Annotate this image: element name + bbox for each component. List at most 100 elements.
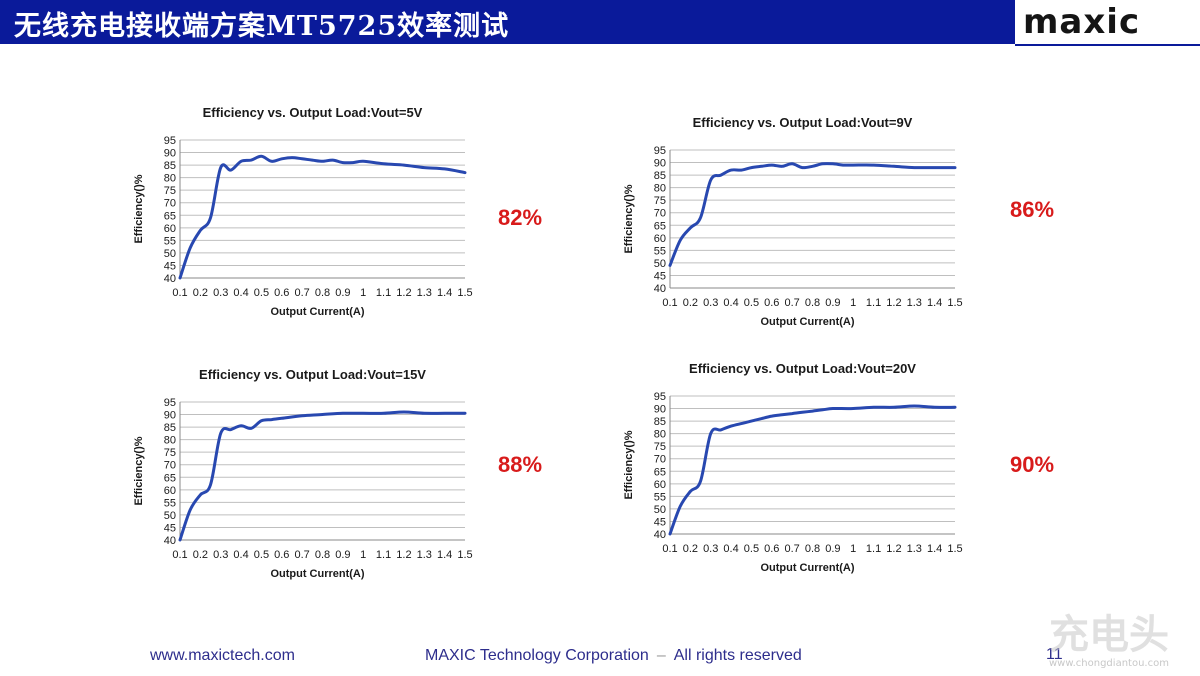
y-tick-label: 80 xyxy=(164,173,176,185)
footer-rights: All rights reserved xyxy=(673,647,802,664)
y-tick-label: 55 xyxy=(164,235,176,247)
x-tick-label: 1.3 xyxy=(417,287,432,299)
footer-website: www.maxictech.com xyxy=(150,647,295,664)
y-tick-label: 40 xyxy=(164,535,176,547)
x-tick-label: 0.2 xyxy=(193,287,208,299)
y-tick-label: 40 xyxy=(654,529,666,541)
x-tick-label: 0.4 xyxy=(723,297,738,309)
x-tick-label: 1.1 xyxy=(376,287,391,299)
chart-vout-20v: Efficiency vs. Output Load:Vout=20V40455… xyxy=(623,361,963,574)
y-tick-label: 70 xyxy=(654,208,666,220)
y-tick-label: 95 xyxy=(164,397,176,409)
y-tick-label: 45 xyxy=(654,516,666,528)
y-tick-label: 90 xyxy=(654,404,666,416)
y-tick-label: 45 xyxy=(164,260,176,272)
chart-title: Efficiency vs. Output Load:Vout=9V xyxy=(693,115,913,130)
y-tick-label: 90 xyxy=(164,410,176,422)
maxic-logo: maxic xyxy=(1015,0,1200,46)
x-axis-label: Output Current(A) xyxy=(270,568,364,580)
x-tick-label: 1.3 xyxy=(907,297,922,309)
y-tick-label: 80 xyxy=(654,183,666,195)
y-tick-label: 75 xyxy=(164,185,176,197)
chart-vout-5v: Efficiency vs. Output Load:Vout=5V 404550… xyxy=(133,105,473,318)
efficiency-summary-15v: 88% xyxy=(498,452,543,477)
x-tick-label: 0.9 xyxy=(335,287,350,299)
x-tick-label: 0.7 xyxy=(294,549,309,561)
x-tick-label: 1.3 xyxy=(417,549,432,561)
y-tick-label: 80 xyxy=(654,429,666,441)
y-tick-label: 40 xyxy=(654,283,666,295)
x-tick-label: 0.4 xyxy=(233,287,248,299)
x-tick-label: 1.3 xyxy=(907,543,922,555)
x-tick-label: 0.8 xyxy=(805,543,820,555)
x-tick-label: 1.4 xyxy=(927,297,942,309)
y-tick-label: 90 xyxy=(164,148,176,160)
x-tick-label: 0.5 xyxy=(254,287,269,299)
x-tick-label: 0.6 xyxy=(764,543,779,555)
y-tick-label: 60 xyxy=(164,485,176,497)
efficiency-series-line xyxy=(178,410,467,542)
y-tick-label: 60 xyxy=(164,223,176,235)
x-tick-label: 1 xyxy=(360,549,366,561)
x-tick-label: 0.1 xyxy=(172,549,187,561)
y-tick-label: 95 xyxy=(654,145,666,157)
x-tick-label: 0.3 xyxy=(213,287,228,299)
x-tick-label: 1 xyxy=(360,287,366,299)
y-tick-label: 65 xyxy=(654,466,666,478)
y-axis-label: Efficiency()% xyxy=(623,184,635,253)
y-tick-label: 95 xyxy=(654,391,666,403)
y-tick-label: 95 xyxy=(164,135,176,147)
y-tick-label: 65 xyxy=(654,220,666,232)
chart-vout-15v: Efficiency vs. Output Load:Vout=15V 40455… xyxy=(133,367,473,580)
x-axis-label: Output Current(A) xyxy=(270,306,364,318)
y-tick-label: 50 xyxy=(164,510,176,522)
x-tick-label: 1.2 xyxy=(396,287,411,299)
x-tick-label: 1.4 xyxy=(927,543,942,555)
y-tick-label: 50 xyxy=(164,248,176,260)
x-tick-label: 1.1 xyxy=(866,297,881,309)
watermark-logo: 充电头 www.chongdiantou.com xyxy=(1049,612,1169,669)
y-tick-label: 85 xyxy=(654,416,666,428)
x-axis-label: Output Current(A) xyxy=(760,562,854,574)
chart-vout-9v: Efficiency vs. Output Load:Vout=9V 404550… xyxy=(623,115,963,328)
x-tick-label: 0.7 xyxy=(294,287,309,299)
x-tick-label: 0.1 xyxy=(662,543,677,555)
y-axis-label: Efficiency()% xyxy=(133,436,145,505)
x-tick-label: 1.2 xyxy=(396,549,411,561)
footer-company: MAXIC Technology Corporation – All rights … xyxy=(425,647,802,665)
header-bar: 无线充电接收端方案MT5725效率测试 maxic xyxy=(0,0,1200,46)
x-tick-label: 0.7 xyxy=(784,543,799,555)
x-tick-label: 0.6 xyxy=(274,549,289,561)
y-tick-label: 40 xyxy=(164,273,176,285)
watermark-url: www.chongdiantou.com xyxy=(1049,658,1169,669)
y-tick-label: 70 xyxy=(164,198,176,210)
chart-title: Efficiency vs. Output Load:Vout=15V xyxy=(199,367,426,382)
efficiency-series-line xyxy=(668,404,957,536)
y-tick-label: 75 xyxy=(654,195,666,207)
y-tick-label: 85 xyxy=(654,170,666,182)
x-tick-label: 0.9 xyxy=(825,297,840,309)
x-tick-label: 0.3 xyxy=(703,297,718,309)
x-tick-label: 1.2 xyxy=(886,297,901,309)
y-tick-label: 45 xyxy=(654,270,666,282)
x-tick-label: 1.5 xyxy=(457,287,472,299)
x-tick-label: 0.2 xyxy=(683,297,698,309)
y-tick-label: 85 xyxy=(164,160,176,172)
x-tick-label: 1 xyxy=(850,297,856,309)
x-tick-label: 1 xyxy=(850,543,856,555)
y-tick-label: 55 xyxy=(654,491,666,503)
x-tick-label: 1.4 xyxy=(437,549,452,561)
x-tick-label: 1.5 xyxy=(947,297,962,309)
x-tick-label: 0.8 xyxy=(315,549,330,561)
x-tick-label: 1.5 xyxy=(457,549,472,561)
y-tick-label: 75 xyxy=(654,441,666,453)
x-tick-label: 0.4 xyxy=(723,543,738,555)
y-tick-label: 50 xyxy=(654,504,666,516)
y-tick-label: 80 xyxy=(164,435,176,447)
y-tick-label: 70 xyxy=(164,460,176,472)
x-tick-label: 0.5 xyxy=(744,297,759,309)
y-tick-label: 45 xyxy=(164,522,176,534)
y-tick-label: 55 xyxy=(654,245,666,257)
y-tick-label: 75 xyxy=(164,447,176,459)
x-tick-label: 0.9 xyxy=(335,549,350,561)
